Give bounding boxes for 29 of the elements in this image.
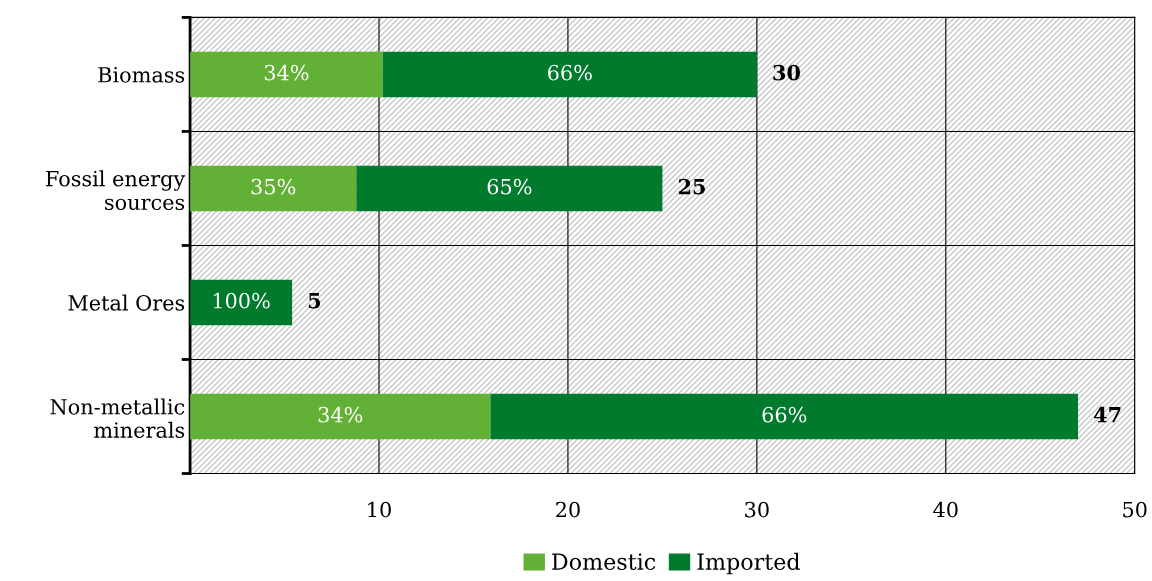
total-label: 5 xyxy=(308,293,321,309)
total-label: 25 xyxy=(678,178,705,195)
annotation: 65% xyxy=(487,178,532,195)
x-tick-label: 40 xyxy=(933,501,958,518)
annotation: 66% xyxy=(548,64,592,81)
legend-label: Domestic xyxy=(552,553,656,571)
y-tick-label: Metal Ores xyxy=(68,294,185,311)
bar xyxy=(382,51,757,98)
y-tick-label: Non-metallic minerals xyxy=(50,398,185,438)
annotation: 100% xyxy=(213,292,270,309)
x-tick-label: 30 xyxy=(745,501,769,518)
bar xyxy=(190,279,293,326)
total-label: 30 xyxy=(773,64,800,81)
bar xyxy=(190,165,357,212)
bar xyxy=(190,51,383,98)
x-tick-label: 10 xyxy=(368,501,391,518)
annotation: 35% xyxy=(251,178,296,195)
bar xyxy=(490,393,1079,440)
annotation: 34% xyxy=(264,64,309,81)
bar xyxy=(190,393,491,440)
y-tick-label: Fossil energy sources xyxy=(46,170,186,211)
annotation: 34% xyxy=(318,406,363,423)
x-tick-label: 50 xyxy=(1123,501,1147,518)
x-tick-label: 20 xyxy=(556,501,580,518)
bar xyxy=(356,165,663,212)
total-label: 47 xyxy=(1094,406,1121,423)
legend-label: Imported xyxy=(697,552,800,575)
annotation: 66% xyxy=(762,406,807,423)
y-tick-label: Biomass xyxy=(98,67,185,83)
